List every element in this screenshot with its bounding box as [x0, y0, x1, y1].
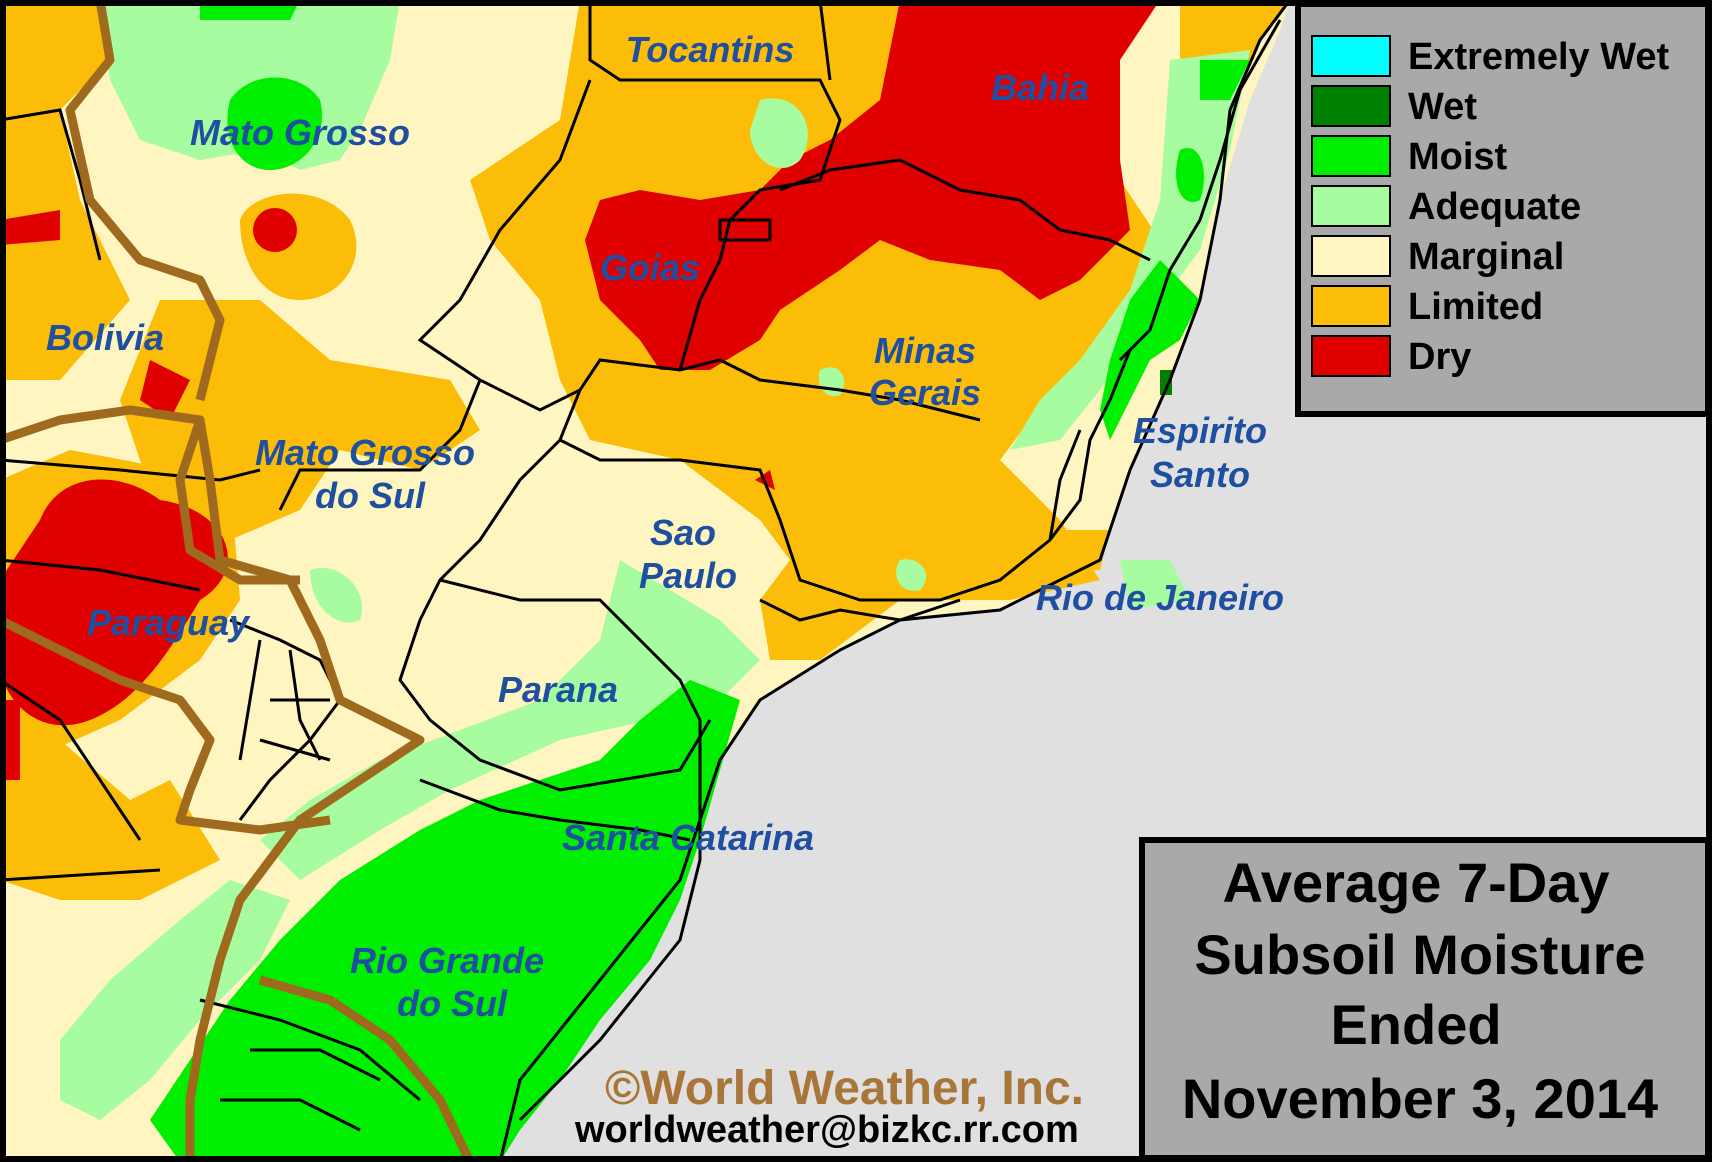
- label-rio-grande-do-sul-line1: Rio Grande: [350, 940, 544, 981]
- legend-label-wet: Wet: [1408, 86, 1477, 128]
- legend-items: Extremely Wet Wet Moist Adequate Marginal Lim…: [1311, 35, 1670, 378]
- label-sao-paulo-line1: Sao: [650, 512, 716, 553]
- legend-swatch-extremely-wet: [1311, 35, 1391, 77]
- copyright-text: ©World Weather, Inc.: [605, 1062, 1084, 1115]
- label-santa-catarina: Santa Catarina: [562, 817, 814, 858]
- title-line2: Subsoil Moisture: [1194, 923, 1645, 986]
- legend: Extremely Wet Wet Moist Adequate Marginal Lim…: [1295, 1, 1711, 417]
- legend-swatch-dry: [1311, 335, 1391, 377]
- label-tocantins: Tocantins: [626, 29, 795, 70]
- moist-zones: [150, 0, 1250, 1162]
- state-borders: [0, 0, 1282, 1132]
- legend-swatch-marginal: [1311, 235, 1391, 277]
- legend-label-adequate: Adequate: [1408, 186, 1581, 228]
- legend-label-dry: Dry: [1408, 336, 1471, 378]
- title-line4: November 3, 2014: [1182, 1067, 1658, 1130]
- legend-label-extremely-wet: Extremely Wet: [1408, 36, 1670, 78]
- legend-swatch-wet: [1311, 85, 1391, 127]
- country-borders: [0, 0, 475, 1162]
- legend-label-moist: Moist: [1408, 136, 1508, 178]
- wet-zone: [1160, 370, 1172, 395]
- coastline: [498, 0, 1292, 1162]
- email-text: worldweather@bizkc.rr.com: [574, 1109, 1079, 1151]
- legend-label-marginal: Marginal: [1408, 236, 1564, 278]
- label-bolivia: Bolivia: [46, 317, 164, 358]
- label-paraguay: Paraguay: [87, 602, 251, 643]
- legend-label-limited: Limited: [1408, 286, 1543, 328]
- label-bahia: Bahia: [991, 67, 1089, 108]
- title-box: Average 7-Day Subsoil Moisture Ended Nov…: [1139, 837, 1711, 1161]
- legend-swatch-limited: [1311, 285, 1391, 327]
- legend-swatch-adequate: [1311, 185, 1391, 227]
- title-panel: [1139, 837, 1711, 1161]
- label-minas-gerais-line2: Gerais: [869, 372, 981, 413]
- label-rio-grande-do-sul-line2: do Sul: [397, 983, 508, 1024]
- label-goias: Goias: [600, 247, 700, 288]
- label-espirito-santo-line1: Espirito: [1133, 410, 1267, 451]
- label-rio-de-janeiro: Rio de Janeiro: [1036, 577, 1284, 618]
- title-line1: Average 7-Day: [1222, 851, 1609, 914]
- dry-zones: [0, 0, 1160, 1035]
- legend-swatch-moist: [1311, 135, 1391, 177]
- label-mato-grosso: Mato Grosso: [190, 112, 410, 153]
- title-line3: Ended: [1330, 993, 1501, 1056]
- label-minas-gerais-line1: Minas: [874, 330, 976, 371]
- label-espirito-santo-line2: Santo: [1150, 454, 1250, 495]
- label-mato-grosso-do-sul-line2: do Sul: [315, 475, 426, 516]
- label-parana: Parana: [498, 669, 618, 710]
- label-sao-paulo-line2: Paulo: [639, 555, 737, 596]
- label-mato-grosso-do-sul-line1: Mato Grosso: [255, 432, 475, 473]
